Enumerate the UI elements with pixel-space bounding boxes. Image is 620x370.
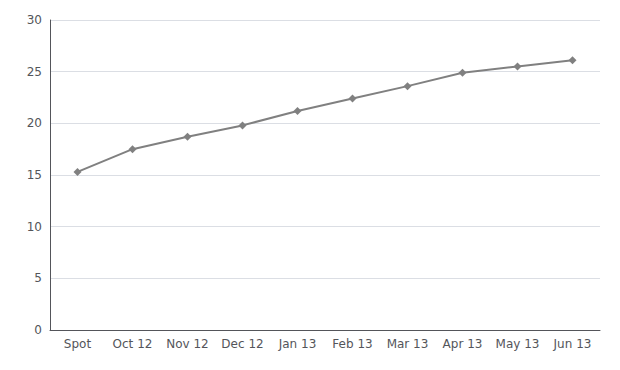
svg-text:May 13: May 13 xyxy=(496,337,540,351)
svg-text:20: 20 xyxy=(27,116,42,130)
svg-text:Jan 13: Jan 13 xyxy=(278,337,317,351)
svg-text:Dec 12: Dec 12 xyxy=(221,337,263,351)
svg-text:Nov 12: Nov 12 xyxy=(166,337,209,351)
svg-text:5: 5 xyxy=(34,271,42,285)
svg-text:30: 30 xyxy=(27,13,42,27)
svg-text:10: 10 xyxy=(27,220,42,234)
svg-text:Jun 13: Jun 13 xyxy=(553,337,592,351)
svg-text:25: 25 xyxy=(27,65,42,79)
svg-text:Oct 12: Oct 12 xyxy=(113,337,153,351)
svg-text:Feb 13: Feb 13 xyxy=(332,337,372,351)
svg-text:Spot: Spot xyxy=(64,337,92,351)
svg-text:Apr 13: Apr 13 xyxy=(443,337,483,351)
svg-text:0: 0 xyxy=(34,323,42,337)
svg-text:15: 15 xyxy=(27,168,42,182)
svg-text:Mar 13: Mar 13 xyxy=(387,337,429,351)
